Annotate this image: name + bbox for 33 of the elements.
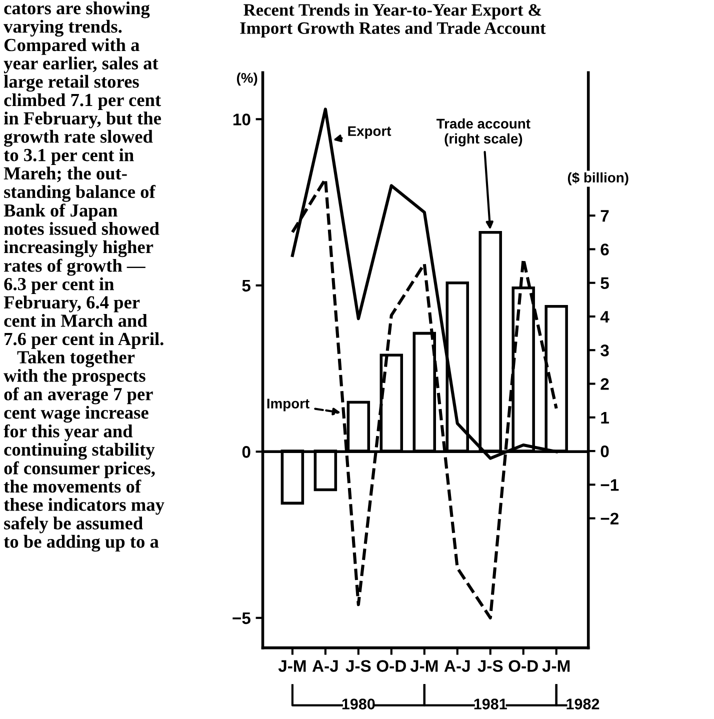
x-tick-label: A-J: [444, 660, 470, 672]
y-tick-label: −5: [232, 612, 250, 624]
x-tick-label: J-M: [278, 660, 306, 672]
y-tick-label: 10: [233, 114, 250, 126]
y-tick-label: 5: [242, 280, 250, 292]
text: Trade account (right scale): [436, 118, 530, 146]
y2-tick-label: 3: [600, 344, 609, 356]
text: 1981: [474, 698, 507, 710]
x-tick-label: A-J: [312, 660, 338, 672]
x-tick-label: J-M: [542, 660, 570, 672]
text: Import: [267, 398, 310, 412]
y2-tick-label: 2: [600, 378, 609, 390]
x-tick-label: O-D: [376, 660, 406, 672]
legend-label: Export: [348, 126, 392, 139]
x-tick-label: O-D: [508, 660, 538, 672]
text: cators are showing varying trends. Compared with a year earlier, sales at large retail stores climbed 7.1 per cent in February, but the growth rate slowed to 3.1 per cent in Mareh; the out- standing balance of Bank of Japan notes issued showed increasingly higher rates of growth — 6.3 per cent in February, 6.4 per cent in March and 7.6 per cent in April. Taken together with the prospects of an average 7 per cent wage increase for this year and continuing stability of consumer prices, the movements of these indicators may safely be assumed to be adding up to a: [4, 1, 164, 552]
chart-title: Recent Trends in Year-to-Year Export & Import Growth Rates and Trade Account: [240, 4, 546, 38]
x-tick-label: J-S: [478, 660, 503, 672]
y2-tick-label: 7: [600, 210, 609, 222]
text: 1980: [342, 698, 375, 710]
y2-axis-title: ($ billion): [568, 172, 628, 186]
y2-tick-label: −2: [600, 512, 618, 524]
y2-tick-label: 0: [600, 445, 609, 458]
x-tick-label: J-M: [410, 660, 438, 672]
y-tick-label: 0: [242, 446, 250, 458]
y2-tick-label: −1: [600, 479, 619, 491]
text: 1982: [566, 698, 600, 710]
y2-tick-label: 5: [600, 277, 609, 290]
y-axis-title: (%): [236, 72, 258, 86]
y2-tick-label: 6: [600, 244, 609, 256]
y2-tick-label: 1: [601, 412, 609, 424]
x-tick-label: J-S: [346, 660, 371, 672]
y2-tick-label: 4: [600, 311, 610, 323]
